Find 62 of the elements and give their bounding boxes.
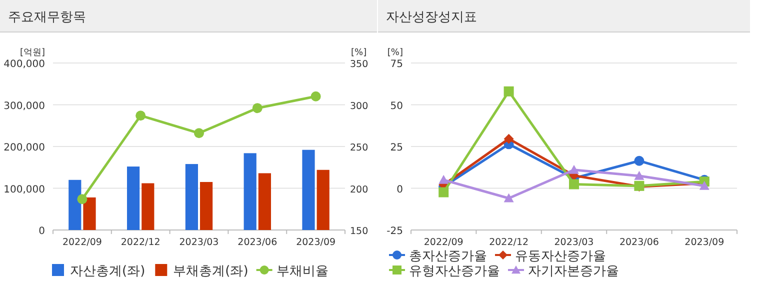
bar bbox=[142, 183, 154, 230]
bar bbox=[258, 173, 271, 230]
x-tick-label: 2022/09 bbox=[62, 237, 102, 248]
y-tick-label: 300,000 bbox=[4, 100, 45, 112]
y2-axis-title: [%] bbox=[351, 48, 367, 58]
y-tick-label: 0 bbox=[38, 226, 45, 237]
chart-title: 자산성장성지표 bbox=[386, 10, 477, 25]
y-axis-title: [억원] bbox=[20, 48, 45, 58]
bar bbox=[244, 153, 256, 230]
bar bbox=[185, 164, 198, 230]
bar bbox=[200, 182, 213, 230]
x-tick-label: 2022/12 bbox=[120, 237, 160, 248]
legend-label: 자기자본증가율 bbox=[528, 264, 619, 279]
y2-tick-label: 250 bbox=[350, 142, 368, 154]
legend-label: 부채비율 bbox=[276, 264, 328, 279]
legend-label: 부채총계(좌) bbox=[173, 264, 248, 279]
bar bbox=[302, 150, 315, 230]
point bbox=[77, 194, 88, 204]
point bbox=[136, 110, 146, 121]
bar bbox=[127, 166, 140, 230]
y-tick-label: 400,000 bbox=[4, 59, 45, 70]
y-tick-label: 25 bbox=[390, 142, 403, 154]
y-tick-label: 0 bbox=[396, 184, 403, 196]
legend-label: 유동자산증가율 bbox=[515, 249, 606, 264]
y-tick-label: -25 bbox=[386, 226, 403, 237]
x-tick-label: 2022/12 bbox=[489, 237, 529, 248]
point bbox=[194, 128, 204, 138]
y-tick-label: 75 bbox=[390, 59, 403, 70]
bar bbox=[316, 170, 330, 230]
x-tick-label: 2022/09 bbox=[424, 237, 464, 248]
x-tick-label: 2023/03 bbox=[554, 237, 594, 248]
point bbox=[504, 193, 514, 202]
legend-label: 유형자산증가율 bbox=[409, 264, 500, 279]
x-tick-label: 2023/03 bbox=[179, 237, 219, 248]
point bbox=[504, 86, 514, 96]
legend-label: 총자산증가율 bbox=[409, 249, 487, 264]
chart-title: 주요재무항목 bbox=[8, 10, 86, 25]
x-tick-label: 2023/06 bbox=[238, 237, 278, 248]
y-tick-label: 200,000 bbox=[4, 142, 45, 154]
x-tick-label: 2023/06 bbox=[619, 237, 659, 248]
y2-tick-label: 200 bbox=[350, 184, 368, 196]
y2-tick-label: 150 bbox=[350, 226, 368, 237]
legend-label: 자산총계(좌) bbox=[70, 264, 146, 279]
point bbox=[504, 134, 514, 144]
x-tick-label: 2023/09 bbox=[684, 237, 724, 248]
point bbox=[252, 103, 262, 114]
x-tick-label: 2023/09 bbox=[296, 237, 336, 248]
point bbox=[699, 180, 710, 190]
bar bbox=[68, 180, 82, 230]
bar bbox=[83, 197, 96, 230]
point bbox=[569, 164, 579, 174]
y2-tick-label: 350 bbox=[350, 59, 368, 70]
point bbox=[634, 170, 644, 180]
point bbox=[438, 187, 449, 198]
point bbox=[634, 156, 644, 166]
y2-tick-label: 300 bbox=[350, 100, 368, 112]
point bbox=[438, 174, 449, 184]
y-axis-title: [%] bbox=[387, 48, 403, 58]
point bbox=[569, 179, 579, 190]
y-tick-label: 100,000 bbox=[4, 184, 45, 196]
y-tick-label: 50 bbox=[390, 100, 403, 112]
point bbox=[310, 91, 321, 102]
